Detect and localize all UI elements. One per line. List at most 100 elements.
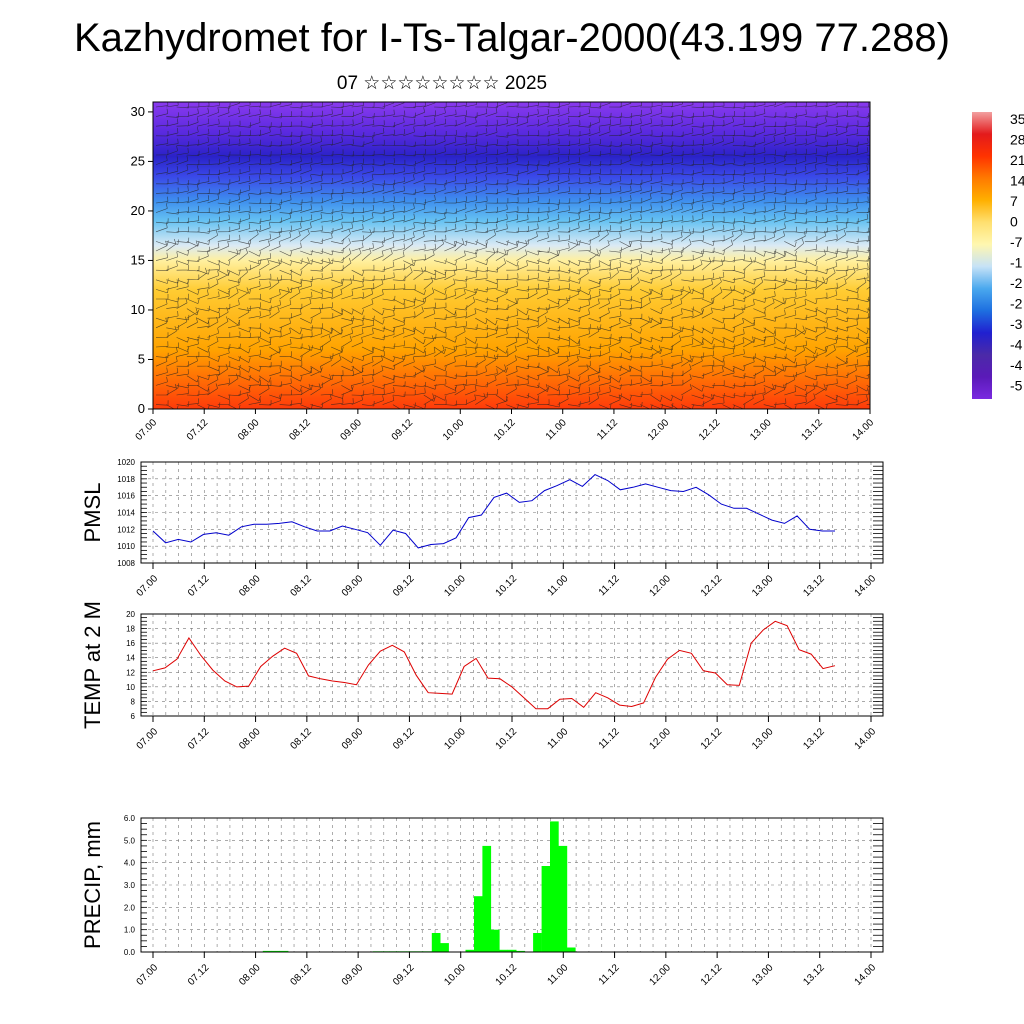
x-tick-label: 07.00 — [135, 962, 161, 988]
x-tick-label: 13.00 — [748, 417, 774, 443]
colorbar-fill — [972, 112, 992, 399]
precip-bar — [499, 949, 508, 952]
minor-ticks — [141, 461, 883, 564]
x-tick-label: 10.00 — [441, 417, 467, 443]
y-axis-title: PRECIP, mm — [80, 821, 105, 949]
y-tick-label: 2.0 — [124, 903, 136, 912]
x-tick-label: 14.00 — [851, 417, 877, 443]
precip-bar — [558, 845, 568, 952]
precip-panel: 0.0 1.0 2.0 3.0 4.0 5.0 6.0 PRECIP, mm 07.00 07.1… — [80, 814, 884, 988]
x-tick-label: 08.00 — [237, 573, 263, 599]
x-tick-label: 12.12 — [699, 962, 725, 988]
y-tick-label: 1012 — [117, 525, 135, 534]
precip-bar — [482, 845, 492, 952]
y-tick-label: 1020 — [117, 458, 135, 467]
x-tick-label: 10.00 — [442, 962, 468, 988]
colorbar-label: -4 — [1010, 357, 1023, 373]
colorbar-label: -4 — [1010, 337, 1023, 353]
y-axis: 1008 1010 1012 1014 1016 1018 1020 — [117, 458, 135, 568]
colorbar-label: -2 — [1010, 275, 1023, 291]
x-tick-label: 10.00 — [442, 726, 468, 752]
y-tick-label: 0.0 — [124, 948, 136, 957]
x-tick-label: 14.00 — [853, 573, 879, 599]
x-tick-label: 12.12 — [697, 417, 723, 443]
y-tick-label: 6 — [131, 712, 136, 721]
x-tick-label: 07.00 — [134, 417, 160, 443]
precip-bar — [533, 933, 542, 952]
y-tick-label: 18 — [126, 625, 135, 634]
x-tick-label: 11.00 — [545, 962, 570, 987]
x-tick-label: 12.00 — [648, 573, 674, 599]
x-tick-label: 08.00 — [236, 417, 262, 443]
y-axis: 0.0 1.0 2.0 3.0 4.0 5.0 6.0 — [124, 814, 136, 957]
x-tick-label: 13.00 — [750, 726, 776, 752]
x-tick-label: 11.12 — [597, 573, 622, 598]
x-tick-label: 10.00 — [442, 573, 468, 599]
y-tick-label: 25 — [131, 153, 145, 168]
y-tick-label: 15 — [131, 252, 145, 267]
x-tick-label: 09.12 — [391, 573, 417, 599]
series-line — [152, 474, 835, 549]
precip-bar — [507, 949, 517, 952]
x-tick-label: 12.00 — [648, 962, 674, 988]
y-axis: 6 8 10 12 14 16 18 20 — [126, 610, 135, 721]
x-tick-label: 07.00 — [135, 573, 161, 599]
x-tick-label: 10.12 — [494, 726, 520, 752]
series-line — [152, 620, 836, 710]
x-tick-label: 13.12 — [801, 962, 827, 988]
y-tick-label: 14 — [126, 654, 135, 663]
precip-bar — [516, 950, 525, 952]
y-tick-label: 5.0 — [124, 836, 136, 845]
y-tick-label: 30 — [131, 104, 145, 119]
x-tick-label: 09.00 — [340, 726, 366, 752]
x-tick-label: 13.12 — [801, 726, 827, 752]
bars — [262, 821, 576, 952]
x-tick-label: 12.12 — [699, 726, 725, 752]
x-tick-label: 08.12 — [287, 417, 313, 443]
y-tick-label: 20 — [131, 203, 145, 218]
x-tick-label: 12.00 — [646, 417, 672, 443]
grid — [141, 817, 883, 953]
y-tick-label: 6.0 — [124, 814, 136, 823]
x-tick-label: 07.12 — [186, 726, 212, 752]
x-tick-label: 13.12 — [801, 573, 827, 599]
precip-bar — [541, 866, 551, 952]
x-tick-label: 08.00 — [237, 962, 263, 988]
precip-bar — [474, 896, 483, 952]
x-tick-label: 09.00 — [340, 962, 366, 988]
y-tick-label: 12 — [126, 668, 135, 677]
x-tick-label: 13.12 — [799, 417, 825, 443]
x-tick-label: 11.12 — [597, 962, 622, 987]
x-tick-label: 11.00 — [544, 417, 569, 442]
minor-ticks — [141, 613, 883, 717]
x-tick-label: 11.00 — [545, 573, 570, 598]
x-tick-label: 13.00 — [750, 573, 776, 599]
y-tick-label: 3.0 — [124, 881, 136, 890]
precip-bar — [465, 949, 475, 952]
x-tick-label: 07.12 — [186, 962, 212, 988]
colorbar-label: -5 — [1010, 378, 1023, 394]
precip-bar — [279, 950, 289, 952]
colorbar: 35 28 21 14 7 0 -7 -1 -2 -2 -3 -4 -4 -5 — [972, 111, 1024, 399]
y-tick-label: 0 — [138, 401, 145, 416]
x-axis: 07.00 07.12 08.00 08.12 09.00 09.12 10.00 10.12… — [135, 952, 878, 988]
x-tick-label: 11.12 — [595, 417, 620, 442]
colorbar-label: -2 — [1010, 296, 1023, 312]
precip-bar — [440, 943, 449, 952]
colorbar-label: 14 — [1010, 173, 1024, 189]
colorbar-label: -3 — [1010, 316, 1023, 332]
precip-bar — [262, 950, 272, 952]
precip-bar — [566, 947, 576, 952]
colorbar-label: -1 — [1010, 255, 1023, 271]
precip-bar — [431, 933, 441, 952]
y-tick-label: 8 — [131, 697, 136, 706]
wind-barb-paths — [155, 102, 870, 409]
x-tick-label: 13.00 — [750, 962, 776, 988]
x-tick-label: 08.12 — [289, 962, 315, 988]
x-tick-label: 12.00 — [648, 726, 674, 752]
y-tick-label: 1010 — [117, 542, 135, 551]
x-tick-label: 08.00 — [237, 726, 263, 752]
cross-section-y-axis: 0 5 10 15 20 25 30 — [131, 104, 153, 416]
x-tick-label: 09.12 — [390, 417, 416, 443]
